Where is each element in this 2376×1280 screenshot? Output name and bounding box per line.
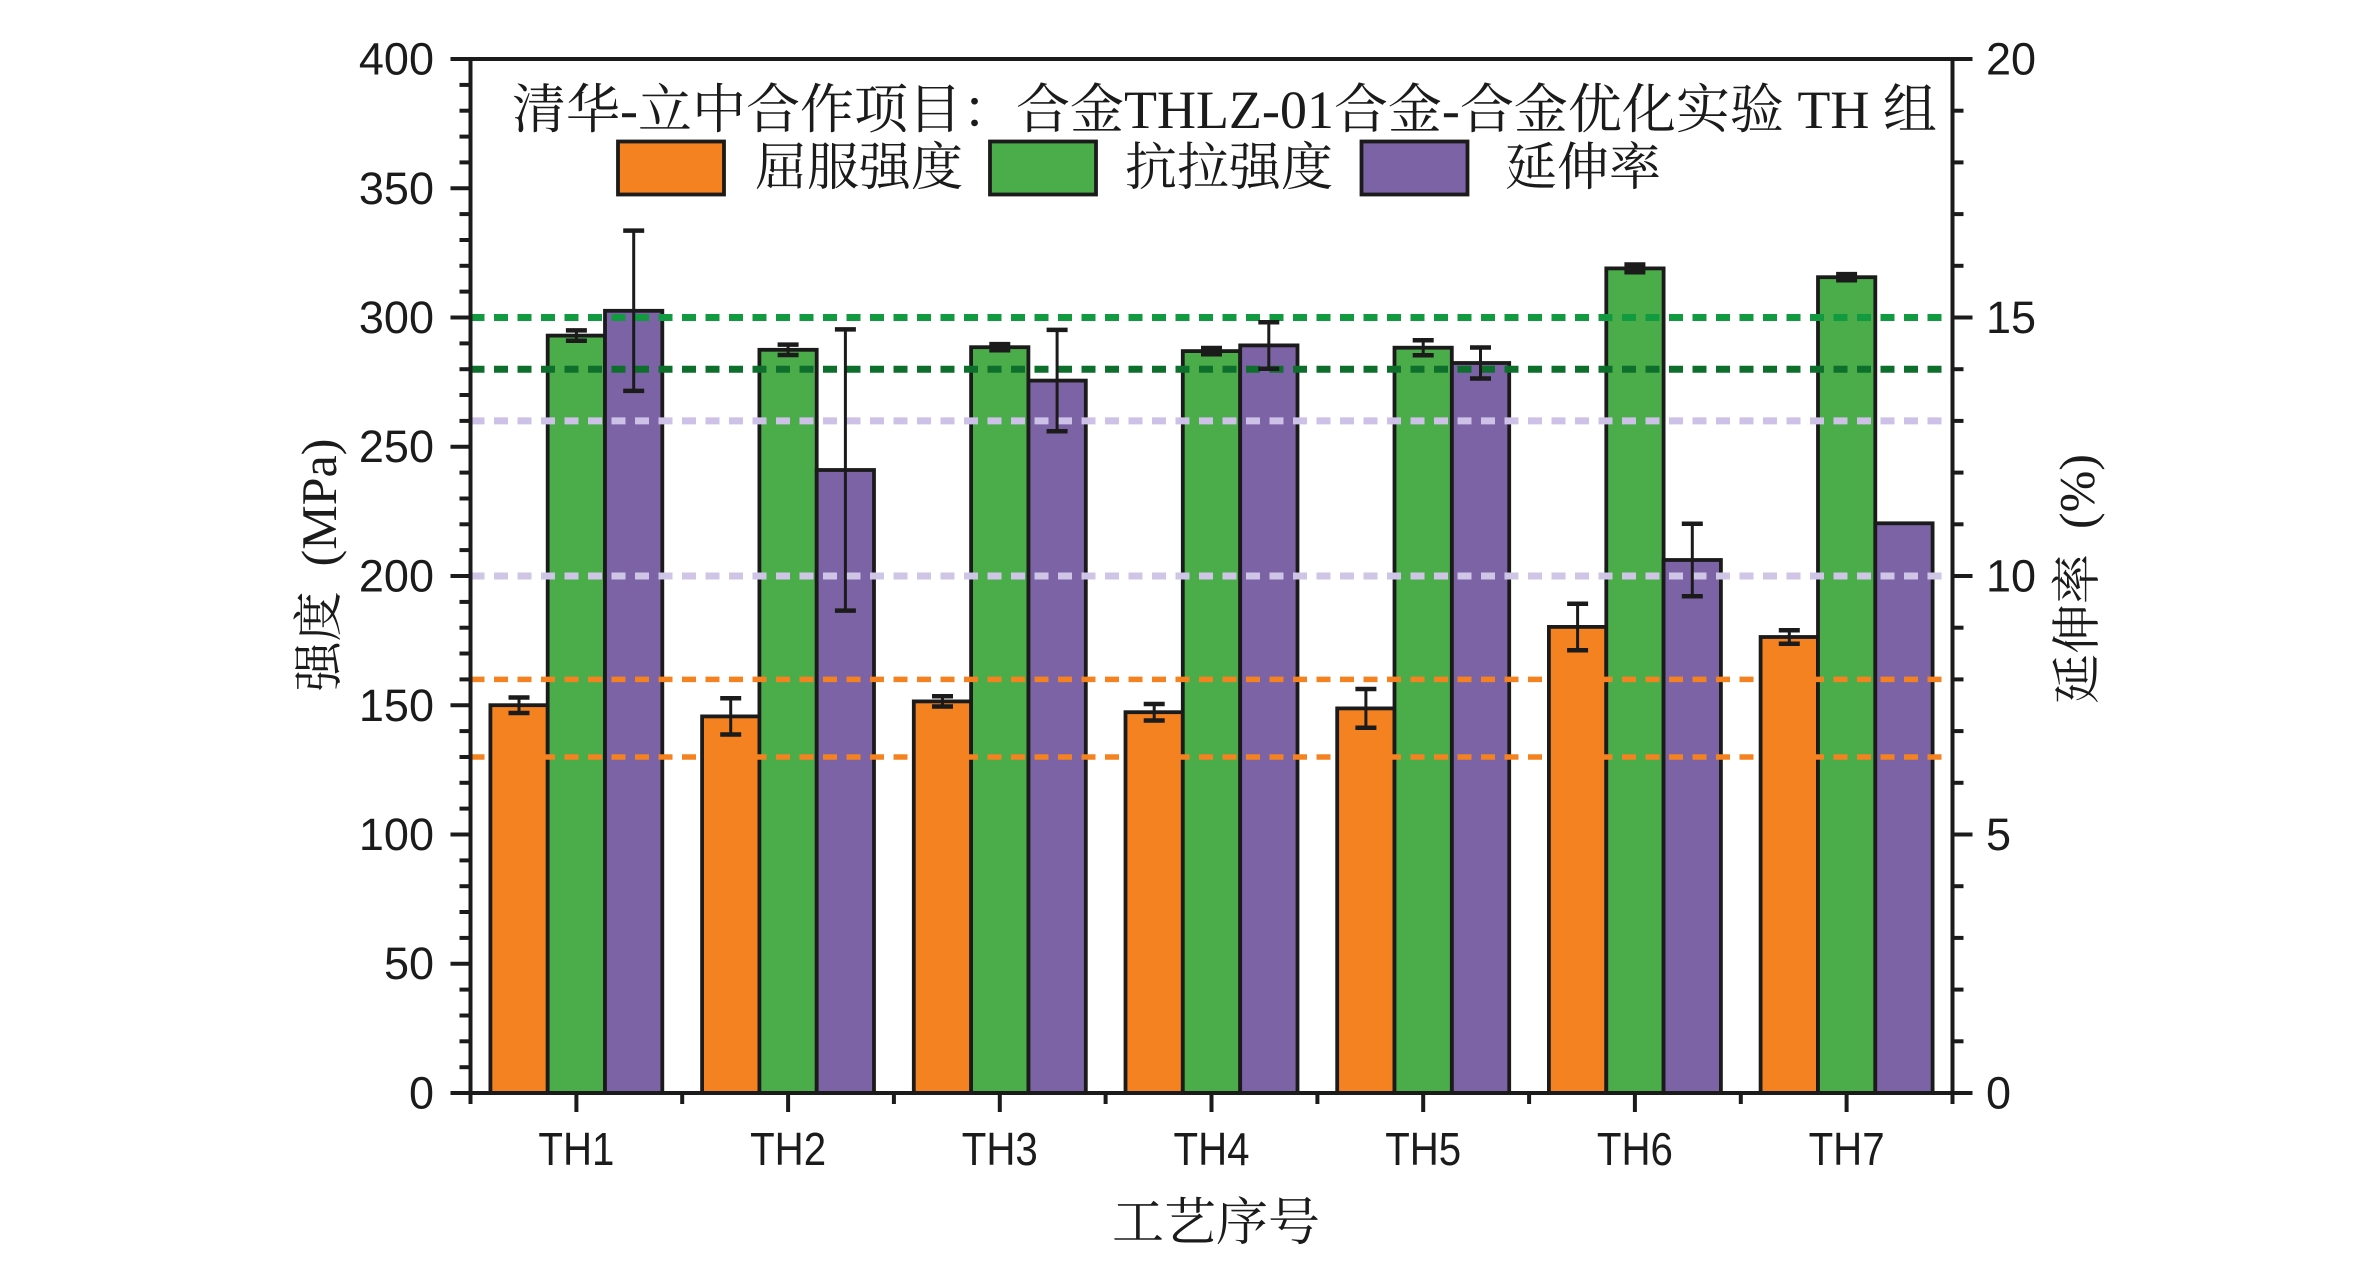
- svg-text:20: 20: [1986, 34, 2036, 85]
- svg-text:50: 50: [384, 938, 434, 989]
- svg-text:TH7: TH7: [1809, 1123, 1885, 1175]
- svg-text:5: 5: [1986, 809, 2011, 860]
- svg-text:TH1: TH1: [538, 1123, 614, 1175]
- svg-text:150: 150: [359, 680, 434, 731]
- svg-text:TH5: TH5: [1385, 1123, 1461, 1175]
- svg-text:15: 15: [1986, 292, 2036, 343]
- svg-text:400: 400: [359, 34, 434, 85]
- svg-text:0: 0: [1986, 1068, 2011, 1119]
- svg-text:250: 250: [359, 421, 434, 472]
- svg-text:TH6: TH6: [1597, 1123, 1673, 1175]
- svg-text:300: 300: [359, 292, 434, 343]
- svg-text:200: 200: [359, 551, 434, 602]
- svg-text:350: 350: [359, 163, 434, 214]
- svg-text:TH4: TH4: [1174, 1123, 1250, 1175]
- svg-text:TH2: TH2: [750, 1123, 826, 1175]
- svg-text:10: 10: [1986, 551, 2036, 602]
- svg-text:0: 0: [409, 1068, 434, 1119]
- svg-text:100: 100: [359, 809, 434, 860]
- svg-text:TH3: TH3: [962, 1123, 1038, 1175]
